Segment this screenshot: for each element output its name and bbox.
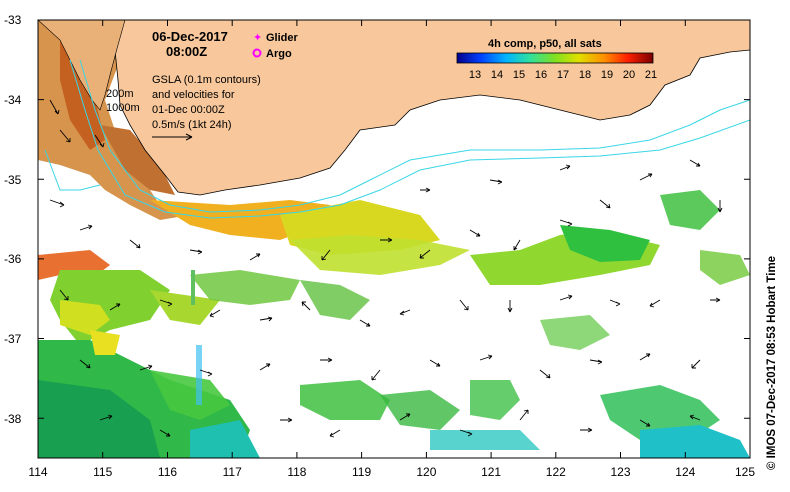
glider-marker-icon: ✦ bbox=[253, 32, 262, 44]
colorbar-tick: 18 bbox=[579, 69, 591, 81]
x-tick-label: 116 bbox=[158, 465, 177, 479]
x-tick-label: 115 bbox=[93, 465, 112, 479]
colorbar-tick: 16 bbox=[535, 69, 547, 81]
axis-tick-marks bbox=[37, 19, 751, 458]
y-tick-label: -37 bbox=[4, 332, 22, 346]
x-tick-label: 125 bbox=[735, 465, 755, 479]
x-tick-label: 123 bbox=[610, 465, 630, 479]
isobaths bbox=[44, 59, 750, 219]
x-tick-label: 121 bbox=[481, 465, 501, 479]
x-tick-label: 114 bbox=[28, 465, 47, 479]
x-tick-labels: 114 115 116 117 118 119 120 121 122 123 … bbox=[28, 465, 755, 479]
y-tick-label: -34 bbox=[4, 93, 22, 107]
gsla-line-1: GSLA (0.1m contours) bbox=[152, 74, 261, 86]
y-tick-label: -35 bbox=[4, 173, 22, 187]
depth-200m-label: 200m bbox=[106, 88, 134, 100]
x-tick-label: 124 bbox=[675, 465, 695, 479]
legend-glider: Glider bbox=[266, 32, 299, 44]
plot-frame bbox=[37, 19, 751, 459]
legend-argo: Argo bbox=[266, 48, 292, 60]
y-tick-labels: -33 -34 -35 -36 -37 -38 bbox=[4, 13, 22, 426]
landmass bbox=[114, 20, 750, 196]
colorbar-tick: 19 bbox=[601, 69, 613, 81]
colorbar-tick: 21 bbox=[645, 69, 657, 81]
colorbar bbox=[456, 52, 654, 64]
colorbar-tick: 20 bbox=[623, 69, 635, 81]
gsla-line-3: 01-Dec 00:00Z bbox=[152, 104, 225, 116]
sst-field bbox=[38, 20, 750, 458]
colorbar-tick: 14 bbox=[491, 69, 503, 81]
x-tick-label: 122 bbox=[546, 465, 566, 479]
colorbar-title: 4h comp, p50, all sats bbox=[488, 38, 602, 50]
x-tick-label: 120 bbox=[416, 465, 436, 479]
colorbar-ticks: 13 14 15 16 17 18 19 20 21 bbox=[469, 69, 657, 81]
y-tick-label: -36 bbox=[4, 252, 22, 266]
y-tick-label: -38 bbox=[4, 412, 22, 426]
depth-1000m-label: 1000m bbox=[106, 102, 140, 114]
colorbar-tick: 15 bbox=[513, 69, 525, 81]
colorbar-tick: 17 bbox=[557, 69, 569, 81]
colorbar-tick: 13 bbox=[469, 69, 481, 81]
velocity-arrows bbox=[49, 99, 723, 438]
argo-marker-icon bbox=[252, 48, 262, 58]
gsla-line-2: and velocities for bbox=[152, 89, 235, 101]
x-tick-label: 119 bbox=[352, 465, 371, 479]
scale-arrow-icon bbox=[152, 133, 193, 141]
imos-credit: © IMOS 07-Dec-2017 08:53 Hobart Time bbox=[766, 255, 778, 470]
y-tick-label: -33 bbox=[4, 13, 22, 27]
x-tick-label: 117 bbox=[223, 465, 242, 479]
gsla-line-4: 0.5m/s (1kt 24h) bbox=[152, 119, 231, 131]
x-tick-label: 118 bbox=[287, 465, 306, 479]
map-time: 08:00Z bbox=[166, 44, 207, 59]
map-date: 06-Dec-2017 bbox=[152, 29, 228, 44]
